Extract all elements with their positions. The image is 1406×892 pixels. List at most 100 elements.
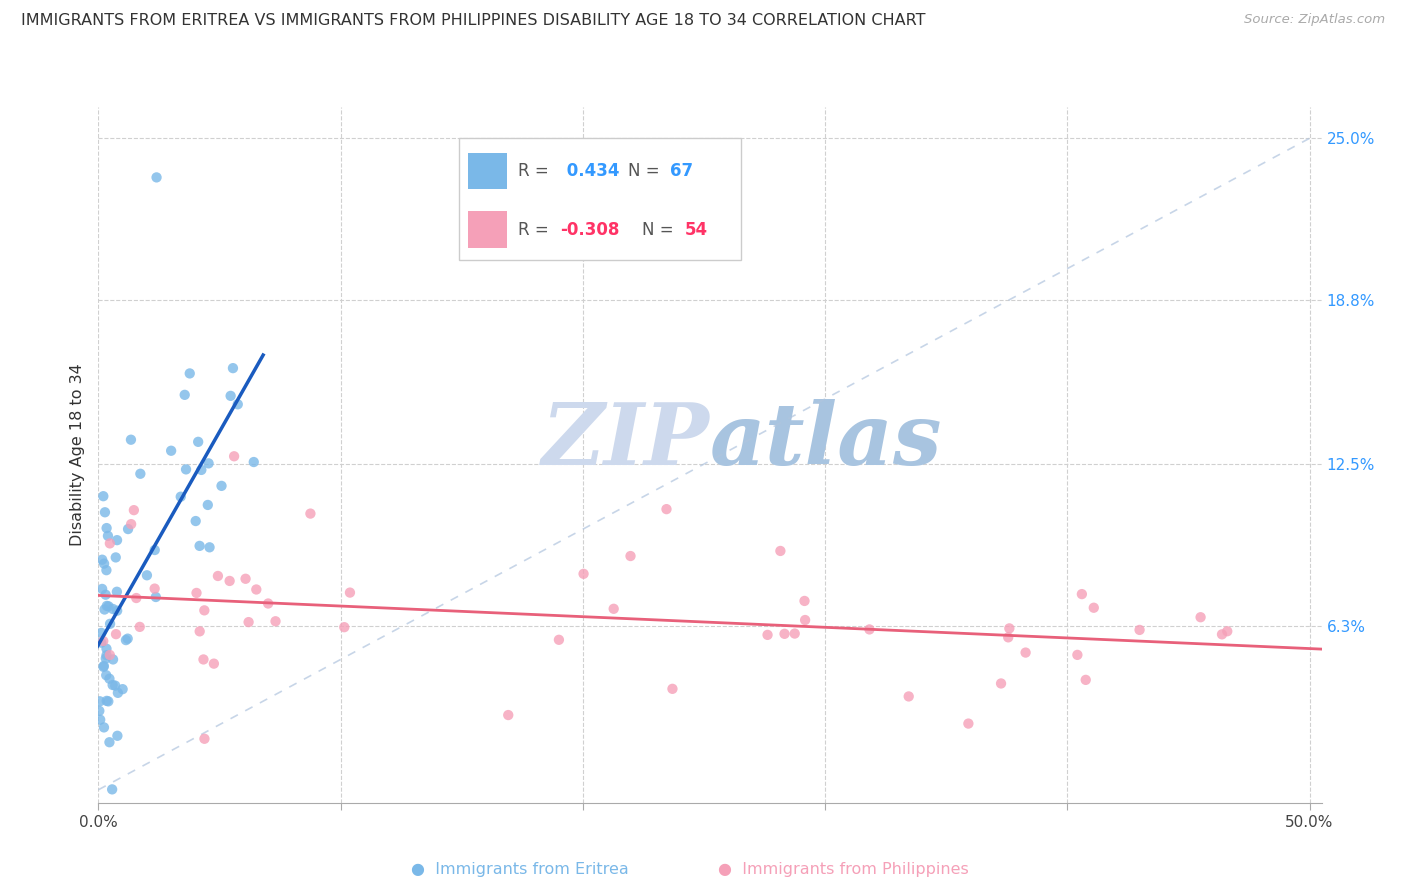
Point [97, 694, 120, 708]
Point [104, 679, 127, 693]
Point [97, 529, 120, 543]
Point [160, 443, 183, 458]
Point [602, 602, 624, 616]
Point [224, 450, 246, 464]
Point [97, 599, 120, 614]
Point [98, 616, 121, 631]
Point [94, 505, 117, 519]
Text: 67: 67 [671, 162, 693, 180]
Point [104, 550, 127, 565]
Point [96, 668, 118, 682]
Point [235, 572, 257, 586]
Point [98, 648, 121, 662]
Text: ●  Immigrants from Eritrea: ● Immigrants from Eritrea [412, 863, 628, 877]
Text: -0.308: -0.308 [561, 220, 620, 239]
Point [143, 582, 166, 596]
FancyBboxPatch shape [468, 211, 508, 248]
Point [202, 657, 225, 671]
Y-axis label: Disability Age 18 to 34: Disability Age 18 to 34 [70, 364, 86, 546]
Point [188, 624, 211, 639]
Point [198, 541, 221, 555]
Point [93, 658, 115, 673]
Point [1216, 624, 1239, 639]
Point [1066, 648, 1088, 662]
Point [96, 521, 118, 535]
Point [91, 552, 114, 566]
Point [188, 539, 211, 553]
Point [242, 455, 264, 469]
Point [619, 549, 641, 563]
Point [897, 690, 920, 704]
Point [94, 651, 117, 665]
Point [101, 652, 124, 666]
Point [783, 626, 806, 640]
Point [120, 517, 142, 532]
Point [756, 628, 779, 642]
Point [257, 597, 280, 611]
Point [1189, 610, 1212, 624]
Point [496, 708, 519, 723]
Point [184, 514, 207, 528]
Point [93, 660, 115, 674]
Point [101, 678, 124, 692]
Point [93, 557, 115, 571]
Point [136, 568, 159, 582]
Point [1074, 673, 1097, 687]
Point [93, 720, 115, 734]
Point [90, 635, 112, 649]
Point [219, 389, 242, 403]
Point [111, 682, 134, 697]
Point [197, 456, 219, 470]
Point [105, 627, 128, 641]
Point [1083, 600, 1105, 615]
Point [179, 367, 201, 381]
Point [173, 388, 195, 402]
Point [96, 648, 118, 663]
Point [333, 620, 356, 634]
Point [143, 543, 166, 558]
Point [91, 489, 114, 503]
Text: Source: ZipAtlas.com: Source: ZipAtlas.com [1244, 13, 1385, 27]
Point [793, 594, 815, 608]
Point [264, 614, 287, 628]
Point [105, 729, 128, 743]
Point [548, 632, 571, 647]
Point [661, 681, 683, 696]
Point [93, 602, 115, 616]
Point [128, 620, 150, 634]
Point [115, 633, 138, 648]
Point [105, 584, 128, 599]
Point [190, 463, 212, 477]
Point [218, 574, 240, 588]
Point [129, 467, 152, 481]
Point [120, 433, 142, 447]
Point [193, 603, 215, 617]
Point [1070, 587, 1092, 601]
Point [339, 585, 361, 599]
Text: ZIP: ZIP [543, 400, 710, 483]
Point [186, 586, 208, 600]
Point [773, 627, 796, 641]
Point [655, 502, 678, 516]
Text: N =: N = [643, 220, 679, 239]
Point [957, 716, 980, 731]
Point [769, 544, 792, 558]
Point [299, 507, 322, 521]
Point [117, 632, 139, 646]
Point [101, 602, 124, 616]
Point [89, 694, 111, 708]
Point [193, 652, 215, 666]
Text: 0.434: 0.434 [561, 162, 619, 180]
Point [145, 590, 167, 604]
Point [105, 604, 128, 618]
Point [96, 563, 118, 577]
Point [572, 566, 595, 581]
Point [238, 615, 260, 629]
Point [197, 498, 219, 512]
Text: atlas: atlas [710, 400, 942, 483]
Point [125, 591, 148, 605]
Point [207, 569, 229, 583]
Point [107, 686, 129, 700]
Point [226, 397, 249, 411]
FancyBboxPatch shape [468, 153, 508, 189]
